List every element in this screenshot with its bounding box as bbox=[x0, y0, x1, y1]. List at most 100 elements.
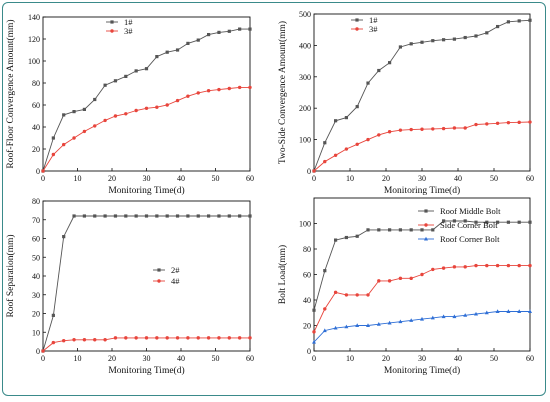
data-point bbox=[409, 276, 413, 281]
data-point bbox=[463, 219, 467, 223]
x-tick-label: 10 bbox=[74, 174, 82, 183]
data-point bbox=[376, 322, 381, 326]
legend-marker bbox=[424, 223, 428, 227]
data-point bbox=[82, 107, 86, 111]
y-tick-label: 60 bbox=[32, 235, 40, 244]
data-point bbox=[398, 45, 402, 49]
x-tick-label: 30 bbox=[418, 174, 426, 183]
data-point bbox=[82, 129, 87, 134]
data-point bbox=[388, 228, 392, 232]
series-3 bbox=[312, 309, 532, 344]
data-point bbox=[496, 220, 500, 224]
y-tick-label: 80 bbox=[32, 79, 40, 88]
legend-label: Side Corner Bolt bbox=[440, 220, 498, 230]
data-point bbox=[217, 30, 221, 34]
data-point bbox=[366, 293, 370, 297]
data-point bbox=[506, 263, 511, 268]
legend-entry: Roof Corner Bolt bbox=[418, 234, 500, 244]
x-tick-label: 40 bbox=[177, 174, 185, 183]
y-axis-label: Bolt Load(mm) bbox=[277, 245, 288, 304]
data-point bbox=[355, 142, 359, 147]
data-point bbox=[441, 126, 446, 131]
data-point bbox=[207, 214, 211, 218]
data-point bbox=[186, 214, 190, 218]
data-point bbox=[517, 263, 521, 268]
data-point bbox=[474, 122, 478, 127]
data-point bbox=[387, 279, 392, 283]
data-point bbox=[165, 103, 169, 107]
data-point bbox=[528, 220, 532, 224]
data-point bbox=[485, 220, 489, 224]
data-point bbox=[517, 220, 521, 224]
data-point bbox=[495, 263, 500, 268]
data-point bbox=[62, 338, 66, 343]
data-point bbox=[463, 126, 467, 130]
data-point bbox=[175, 336, 180, 340]
series-line bbox=[42, 28, 250, 172]
y-axis-label: Roof Separation(mm) bbox=[5, 234, 16, 317]
x-tick-label: 60 bbox=[526, 174, 534, 183]
data-point bbox=[113, 114, 118, 118]
y-tick-label: 30 bbox=[32, 291, 40, 300]
data-point bbox=[113, 336, 118, 340]
data-point bbox=[506, 220, 510, 224]
x-tick-label: 10 bbox=[346, 174, 354, 183]
data-point bbox=[420, 127, 424, 131]
legend-label: Roof Middle Bolt bbox=[440, 206, 501, 216]
data-point bbox=[175, 214, 180, 218]
data-point bbox=[495, 309, 500, 313]
y-tick-label: 120 bbox=[28, 35, 40, 44]
data-point bbox=[506, 20, 510, 24]
y-tick-label: 400 bbox=[299, 41, 311, 50]
y-tick-label: 300 bbox=[299, 73, 311, 82]
y-tick-label: 0 bbox=[307, 347, 311, 356]
data-point bbox=[355, 293, 359, 297]
plot-frame bbox=[42, 200, 251, 352]
data-point bbox=[62, 142, 66, 147]
data-point bbox=[463, 265, 467, 269]
legend-label: 3# bbox=[124, 26, 133, 36]
data-point bbox=[237, 85, 242, 90]
y-tick-label: 100 bbox=[28, 57, 40, 66]
data-point bbox=[420, 40, 424, 44]
data-point bbox=[72, 338, 76, 342]
legend-label: 2# bbox=[171, 265, 180, 275]
data-point bbox=[175, 98, 180, 103]
y-tick-label: 80 bbox=[32, 197, 40, 206]
legend-marker bbox=[355, 18, 359, 22]
data-point bbox=[237, 336, 242, 340]
data-point bbox=[41, 349, 45, 353]
series-2 bbox=[41, 336, 252, 353]
data-point bbox=[124, 112, 128, 116]
data-point bbox=[474, 263, 478, 268]
x-axis-label: Monitoring Time(d) bbox=[384, 365, 460, 376]
chart-panel-1: 0 10 20 30 40 50 60 0 20 40 60 80 100 120 140 Monitorin… bbox=[5, 13, 254, 196]
x-tick-label: 0 bbox=[41, 174, 45, 183]
data-point bbox=[431, 127, 435, 131]
legend-label: Roof Corner Bolt bbox=[440, 234, 500, 244]
charts-svg: 0 10 20 30 40 50 60020406080100120140Monitorin… bbox=[5, 10, 534, 376]
data-point bbox=[398, 319, 403, 324]
x-tick-label: 10 bbox=[346, 354, 354, 363]
data-point bbox=[366, 323, 370, 327]
legend-entry: 3# bbox=[351, 24, 378, 34]
data-point bbox=[155, 55, 159, 59]
y-tick-label: 0 bbox=[36, 347, 40, 356]
y-tick-label: 100 bbox=[299, 136, 311, 145]
data-point bbox=[474, 220, 478, 224]
data-point bbox=[495, 121, 500, 125]
data-point bbox=[377, 228, 381, 232]
data-point bbox=[41, 169, 45, 173]
data-point bbox=[144, 106, 149, 111]
series-line bbox=[42, 86, 250, 172]
y-tick-label: 20 bbox=[32, 145, 40, 154]
data-point bbox=[248, 27, 252, 31]
data-point bbox=[442, 38, 446, 42]
data-point bbox=[51, 340, 56, 345]
data-point bbox=[103, 214, 107, 218]
data-point bbox=[312, 308, 316, 312]
data-point bbox=[196, 91, 200, 95]
legend-marker bbox=[110, 29, 114, 33]
data-point bbox=[51, 136, 55, 140]
x-tick-label: 0 bbox=[312, 174, 316, 183]
